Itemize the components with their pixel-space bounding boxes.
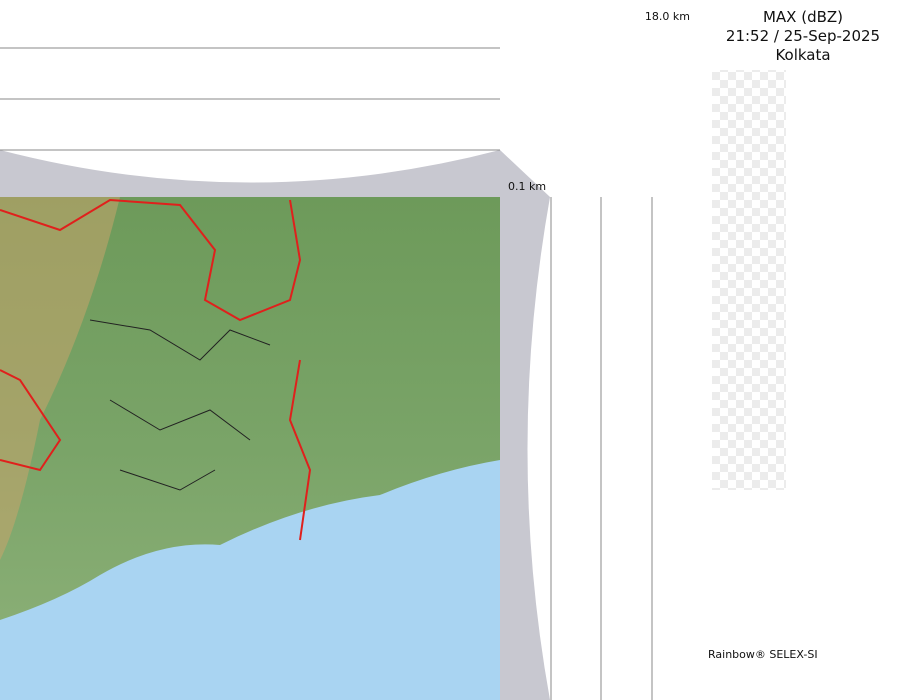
border: [0, 198, 302, 322]
product-title: MAX (dBZ): [763, 8, 843, 26]
highland: [0, 197, 120, 560]
corner: [500, 0, 700, 197]
top-panel-floor: [0, 150, 500, 197]
vendor: Rainbow® SELEX-SI: [708, 648, 818, 661]
side-panel-floor: [500, 197, 550, 700]
timestamp: 21:52 / 25-Sep-2025: [726, 27, 880, 45]
min-height: 0.1 km: [508, 180, 546, 193]
scale-background: [712, 70, 786, 490]
map: [0, 197, 500, 700]
station: Kolkata: [775, 46, 830, 64]
sea: [0, 460, 500, 700]
district-border: [89, 319, 271, 491]
max-height: 18.0 km: [645, 10, 690, 23]
corner-floor: [500, 150, 550, 197]
border: [0, 359, 312, 541]
